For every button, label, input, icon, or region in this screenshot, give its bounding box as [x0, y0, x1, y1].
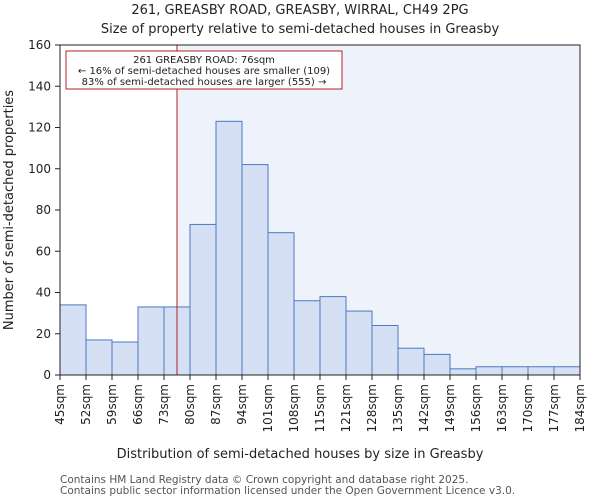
histogram-bar: [59, 304, 87, 376]
x-tick-label: 66sqm: [131, 384, 145, 425]
y-tick-label: 160: [28, 38, 51, 52]
y-tick-label: 140: [28, 79, 51, 93]
chart-title-line1: 261, GREASBY ROAD, GREASBY, WIRRAL, CH49…: [131, 3, 468, 18]
y-tick-label: 0: [43, 368, 51, 382]
x-tick-label: 80sqm: [183, 384, 197, 425]
histogram-bar: [215, 120, 243, 376]
histogram-bar: [501, 366, 529, 376]
histogram-bar: [319, 296, 347, 376]
histogram-bar: [371, 325, 399, 376]
y-tick-label: 120: [28, 121, 51, 135]
x-tick-label: 177sqm: [547, 384, 561, 432]
y-tick-label: 60: [36, 244, 51, 258]
y-tick-label: 100: [28, 162, 51, 176]
histogram-bar: [345, 310, 373, 376]
y-tick-label: 40: [36, 286, 51, 300]
y-tick-label: 80: [36, 203, 51, 217]
x-tick-label: 94sqm: [235, 384, 249, 425]
histogram-bar: [553, 366, 581, 376]
chart-title-line2: Size of property relative to semi-detach…: [101, 22, 500, 37]
x-tick-label: 149sqm: [443, 384, 457, 432]
histogram-bar: [267, 232, 295, 376]
histogram-bar: [423, 353, 451, 376]
histogram-bar: [241, 164, 269, 376]
histogram-bar: [111, 341, 139, 376]
histogram-bar: [449, 368, 477, 376]
x-tick-label: 59sqm: [105, 384, 119, 425]
footer-line1: Contains HM Land Registry data © Crown c…: [60, 474, 469, 486]
histogram-bar: [137, 306, 165, 376]
x-tick-label: 101sqm: [261, 384, 275, 432]
histogram-bar: [527, 366, 555, 376]
x-tick-label: 135sqm: [391, 384, 405, 432]
annotation-box: 261 GREASBY ROAD: 76sqm ← 16% of semi-de…: [65, 50, 343, 90]
x-tick-label: 121sqm: [339, 384, 353, 432]
x-axis-label: Distribution of semi-detached houses by …: [117, 447, 484, 462]
histogram-bar: [397, 347, 425, 376]
annotation-line2: ← 16% of semi-detached houses are smalle…: [78, 66, 330, 77]
histogram-bar: [475, 366, 503, 376]
x-tick-label: 52sqm: [79, 384, 93, 425]
x-tick-label: 170sqm: [521, 384, 535, 432]
x-tick-label: 115sqm: [313, 384, 327, 432]
histogram-bar: [189, 223, 217, 376]
x-tick-label: 156sqm: [469, 384, 483, 432]
x-tick-label: 87sqm: [209, 384, 223, 425]
histogram-bar: [85, 339, 113, 376]
histogram-bar: [293, 300, 321, 376]
x-tick-label: 184sqm: [573, 384, 587, 432]
x-tick-label: 128sqm: [365, 384, 379, 432]
x-tick-label: 163sqm: [495, 384, 509, 432]
x-tick-label: 142sqm: [417, 384, 431, 432]
x-tick-label: 108sqm: [287, 384, 301, 432]
y-tick-label: 20: [36, 327, 51, 341]
annotation-line3: 83% of semi-detached houses are larger (…: [82, 77, 327, 88]
footer-line2: Contains public sector information licen…: [60, 485, 516, 497]
x-tick-label: 73sqm: [157, 384, 171, 425]
x-tick-label: 45sqm: [53, 384, 67, 425]
annotation-line1: 261 GREASBY ROAD: 76sqm: [133, 55, 275, 66]
y-axis-label: Number of semi-detached properties: [2, 90, 17, 330]
